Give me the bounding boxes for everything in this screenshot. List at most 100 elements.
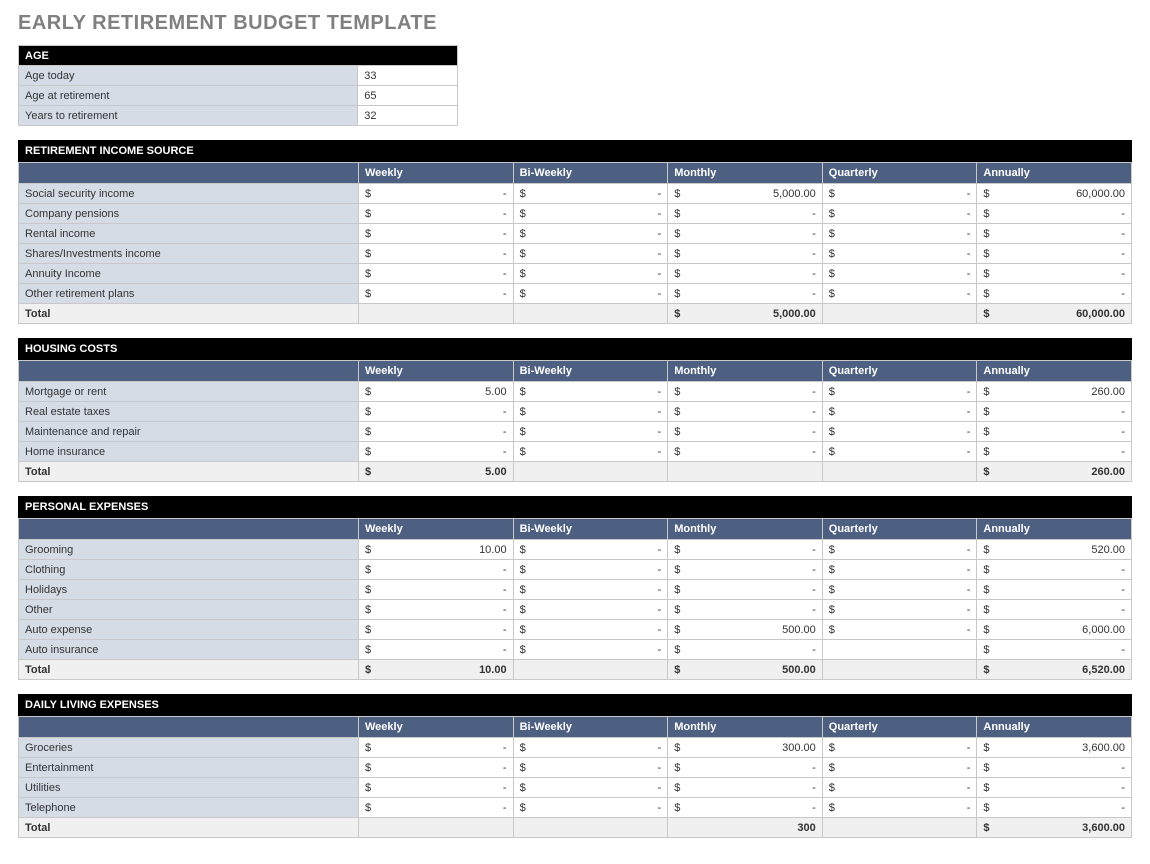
money-cell: $- — [668, 442, 823, 462]
currency-symbol: $ — [674, 426, 680, 438]
currency-symbol: $ — [365, 544, 371, 556]
amount: - — [658, 208, 662, 220]
column-header-blank — [19, 163, 359, 184]
money-cell: $- — [513, 560, 668, 580]
currency-symbol: $ — [365, 228, 371, 240]
money-cell: $- — [359, 284, 514, 304]
total-label: Total — [19, 660, 359, 680]
amount: - — [503, 426, 507, 438]
money-cell: $- — [513, 284, 668, 304]
currency-symbol: $ — [983, 406, 989, 418]
amount: - — [503, 288, 507, 300]
money-cell: $- — [822, 264, 977, 284]
money-cell: $300.00 — [668, 738, 823, 758]
amount: - — [812, 386, 816, 398]
money-cell: $- — [668, 778, 823, 798]
money-cell: $- — [822, 738, 977, 758]
section: HOUSING COSTSWeeklyBi-WeeklyMonthlyQuart… — [18, 338, 1132, 482]
table-row: Maintenance and repair$-$-$-$-$- — [19, 422, 1132, 442]
money-cell: $- — [668, 264, 823, 284]
column-header: Weekly — [359, 361, 514, 382]
amount: - — [503, 742, 507, 754]
amount: - — [812, 446, 816, 458]
row-label: Rental income — [19, 224, 359, 244]
currency-symbol: $ — [365, 406, 371, 418]
amount: - — [812, 762, 816, 774]
currency-symbol: $ — [365, 584, 371, 596]
amount: - — [967, 802, 971, 814]
money-cell: $- — [513, 600, 668, 620]
amount: - — [967, 624, 971, 636]
table-row: Rental income$-$-$-$-$- — [19, 224, 1132, 244]
column-header: Monthly — [668, 361, 823, 382]
row-label: Auto expense — [19, 620, 359, 640]
money-cell: $- — [359, 560, 514, 580]
currency-symbol: $ — [983, 426, 989, 438]
currency-symbol: $ — [983, 644, 989, 656]
amount: - — [658, 624, 662, 636]
table-row: Holidays$-$-$-$-$- — [19, 580, 1132, 600]
row-label: Annuity Income — [19, 264, 359, 284]
currency-symbol: $ — [674, 782, 680, 794]
money-cell: $- — [513, 738, 668, 758]
amount: - — [658, 564, 662, 576]
amount: 60,000.00 — [1076, 308, 1125, 320]
money-cell: $- — [513, 540, 668, 560]
currency-symbol: $ — [674, 228, 680, 240]
currency-symbol: $ — [829, 624, 835, 636]
amount: - — [812, 644, 816, 656]
column-header: Annually — [977, 519, 1132, 540]
money-cell — [513, 818, 668, 838]
money-cell: $260.00 — [977, 382, 1132, 402]
money-cell: $- — [977, 402, 1132, 422]
money-cell: $- — [359, 640, 514, 660]
row-label: Holidays — [19, 580, 359, 600]
currency-symbol: $ — [983, 544, 989, 556]
money-cell: $- — [359, 580, 514, 600]
row-label: Shares/Investments income — [19, 244, 359, 264]
currency-symbol: $ — [829, 604, 835, 616]
money-cell: $- — [668, 244, 823, 264]
age-header: AGE — [19, 46, 458, 66]
amount: - — [967, 584, 971, 596]
column-header: Monthly — [668, 163, 823, 184]
table-row: Company pensions$-$-$-$-$- — [19, 204, 1132, 224]
amount: - — [967, 604, 971, 616]
total-row: Total$10.00$500.00$6,520.00 — [19, 660, 1132, 680]
age-row-value: 65 — [358, 86, 458, 106]
table-row: Social security income$-$-$5,000.00$-$60… — [19, 184, 1132, 204]
amount: - — [658, 544, 662, 556]
amount: 260.00 — [1091, 466, 1125, 478]
currency-symbol: $ — [365, 466, 371, 478]
amount: - — [1121, 288, 1125, 300]
money-cell: $- — [822, 580, 977, 600]
currency-symbol: $ — [983, 288, 989, 300]
section: DAILY LIVING EXPENSESWeeklyBi-WeeklyMont… — [18, 694, 1132, 838]
currency-symbol: $ — [674, 386, 680, 398]
currency-symbol: $ — [983, 228, 989, 240]
money-cell: $- — [822, 284, 977, 304]
currency-symbol: $ — [520, 544, 526, 556]
amount: - — [503, 248, 507, 260]
money-cell: $- — [668, 224, 823, 244]
amount: - — [812, 426, 816, 438]
total-row: Total300$3,600.00 — [19, 818, 1132, 838]
amount: - — [967, 742, 971, 754]
amount: - — [812, 406, 816, 418]
amount: - — [1121, 426, 1125, 438]
money-cell: $- — [822, 382, 977, 402]
column-header-blank — [19, 361, 359, 382]
section: PERSONAL EXPENSESWeeklyBi-WeeklyMonthlyQ… — [18, 496, 1132, 680]
currency-symbol: $ — [520, 268, 526, 280]
age-row-label: Age today — [19, 66, 358, 86]
currency-symbol: $ — [983, 564, 989, 576]
currency-symbol: $ — [829, 782, 835, 794]
column-header: Bi-Weekly — [513, 163, 668, 184]
column-header: Weekly — [359, 519, 514, 540]
column-header: Annually — [977, 717, 1132, 738]
currency-symbol: $ — [829, 188, 835, 200]
currency-symbol: $ — [520, 644, 526, 656]
money-cell — [513, 304, 668, 324]
amount: 5,000.00 — [773, 188, 816, 200]
money-cell: $5.00 — [359, 382, 514, 402]
